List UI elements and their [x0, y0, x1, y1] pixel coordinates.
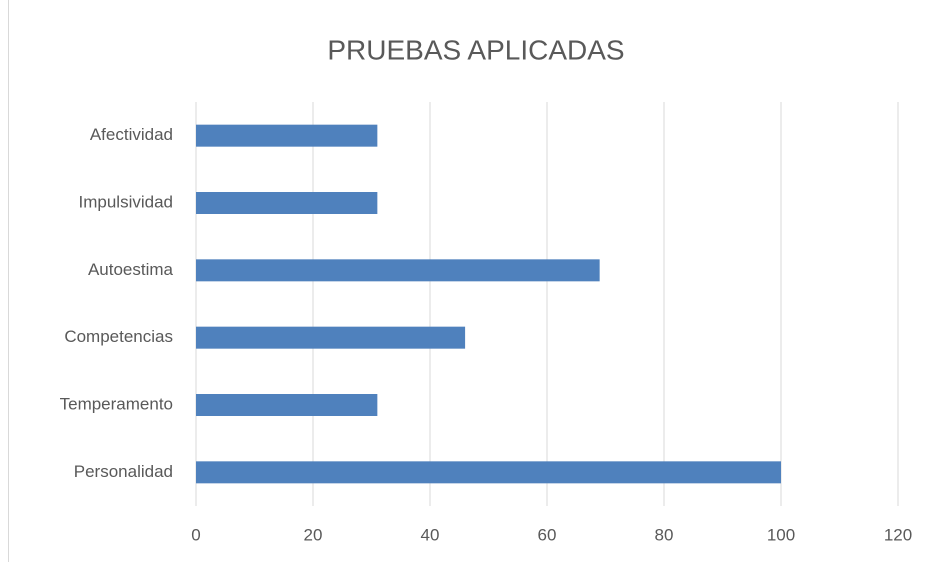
x-tick-label: 80: [655, 525, 674, 544]
bar: [196, 192, 378, 214]
y-tick-label: Competencias: [64, 327, 173, 346]
y-tick-label: Impulsividad: [79, 192, 174, 211]
x-tick-label: 100: [767, 525, 795, 544]
y-tick-label: Autoestima: [88, 260, 174, 279]
y-tick-label: Afectividad: [90, 125, 173, 144]
x-tick-label: 20: [304, 525, 323, 544]
bar: [196, 124, 378, 147]
chart-title: PRUEBAS APLICADAS: [327, 34, 624, 65]
bar: [196, 259, 600, 282]
y-tick-label: Personalidad: [74, 462, 173, 481]
x-tick-label: 120: [884, 525, 912, 544]
bar: [196, 461, 781, 484]
y-tick-label: Temperamento: [60, 394, 173, 413]
bar: [196, 326, 466, 349]
bar: [196, 394, 378, 416]
x-tick-label: 40: [421, 525, 440, 544]
x-tick-label: 60: [538, 525, 557, 544]
x-tick-label: 0: [191, 525, 200, 544]
